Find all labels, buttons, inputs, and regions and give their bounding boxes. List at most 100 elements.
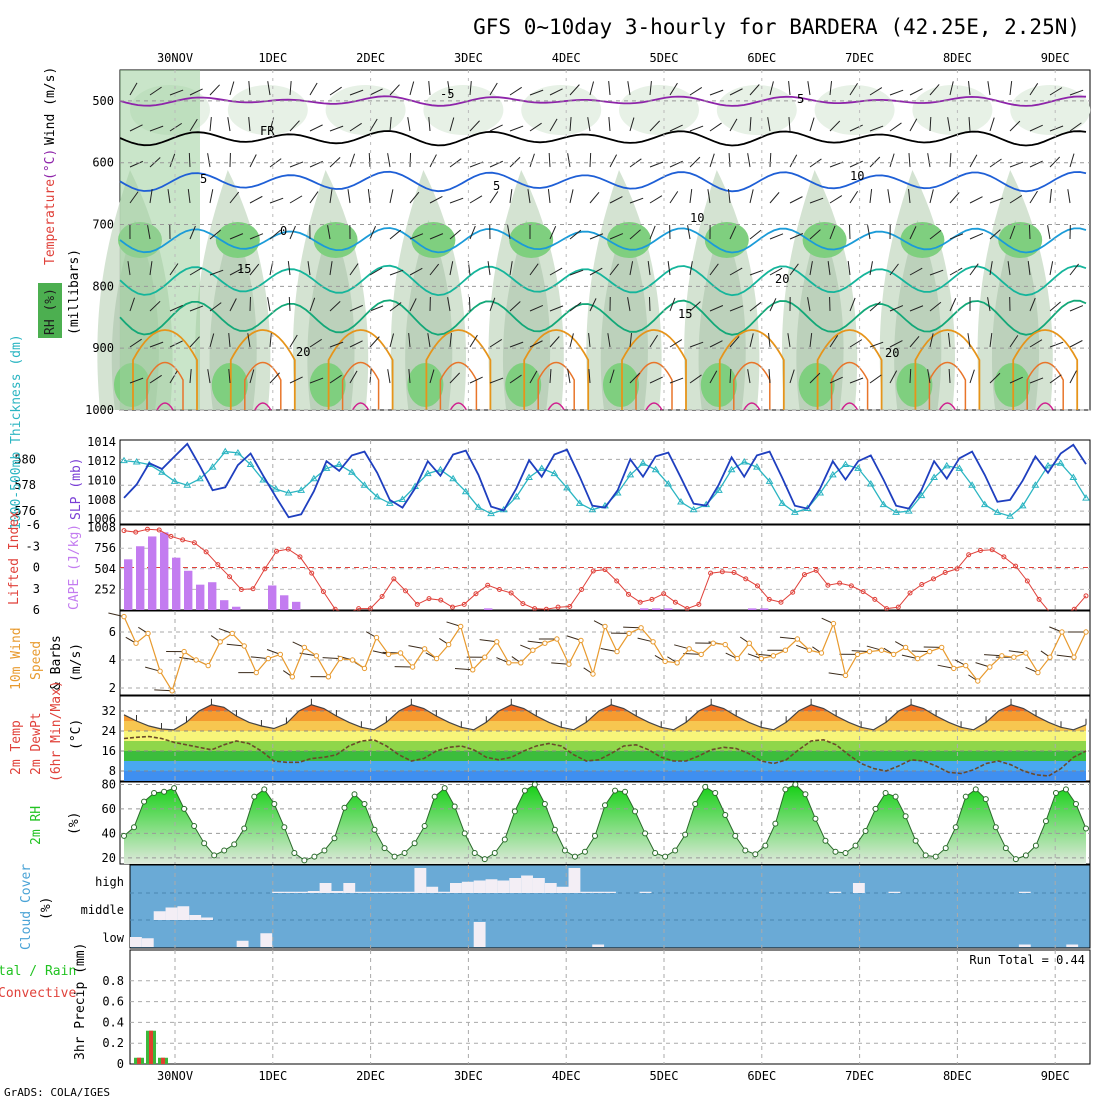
- wind10-point: [230, 631, 234, 635]
- contour-label: 20: [296, 345, 310, 359]
- wind10-point: [831, 621, 835, 625]
- cloud-bar-high: [521, 876, 533, 894]
- contour-label: 0: [280, 224, 287, 238]
- rh-point: [673, 848, 678, 853]
- wind10-point: [867, 649, 871, 653]
- cloud-bar-high: [308, 891, 320, 893]
- rh-point: [312, 854, 317, 859]
- wind10-point: [627, 631, 631, 635]
- wind10-ylabel-d: (m/s): [69, 643, 84, 682]
- grads-credit: GrADS: COLA/IGES: [4, 1086, 110, 1099]
- rh-point: [362, 802, 367, 807]
- contour-label: 15: [678, 307, 692, 321]
- rh-point: [843, 850, 848, 855]
- cloud-bar-high: [557, 887, 569, 893]
- precip-conv-bar: [161, 1058, 165, 1064]
- rh-point: [943, 846, 948, 851]
- cape-bar: [172, 558, 180, 610]
- precip-tick: 0.2: [102, 1036, 124, 1050]
- rh-upper-6: [717, 85, 797, 135]
- contour-label: FR: [260, 124, 275, 138]
- wind10-point: [1036, 670, 1040, 674]
- wind10-point: [1072, 655, 1076, 659]
- cape-bar: [760, 608, 768, 610]
- precip-tick: 0.8: [102, 974, 124, 988]
- wind-tick-6: 6: [109, 625, 116, 639]
- bottom-date-4DEC: 4DEC: [552, 1069, 581, 1083]
- cloud-bar-low: [142, 938, 154, 947]
- rh-point: [472, 850, 477, 855]
- wind10-point: [639, 626, 643, 630]
- precip-tick: 0.6: [102, 995, 124, 1009]
- wind10-point: [146, 631, 150, 635]
- temp-ylabel-a: Temperature: [43, 179, 58, 265]
- cloud-bar-middle: [189, 915, 201, 920]
- rh-point: [783, 787, 788, 792]
- wind10-point: [555, 637, 559, 641]
- wind10-point: [266, 656, 270, 660]
- wind10-point: [1000, 654, 1004, 658]
- cloud-bar-high: [462, 882, 474, 893]
- cape-tick: 1008: [87, 521, 116, 535]
- rh-moist-3: [411, 222, 455, 258]
- slp-tick-1008: 1008: [87, 493, 116, 507]
- rh-point: [633, 809, 638, 814]
- rh-point: [1033, 843, 1038, 848]
- slp-tick-1010: 1010: [87, 474, 116, 488]
- rh-lower-8: [896, 363, 932, 407]
- wind10-point: [242, 644, 246, 648]
- rh-point: [803, 792, 808, 797]
- cloud-bar-high: [284, 892, 296, 893]
- rh-point: [953, 825, 958, 830]
- cloud-bar-high: [414, 868, 426, 893]
- temp2m-ylabel-a: 2m Temp: [9, 720, 24, 775]
- rh-point: [232, 842, 237, 847]
- wind10-point: [819, 651, 823, 655]
- wind10-point: [1084, 630, 1088, 634]
- rh-lower-3: [407, 363, 443, 407]
- cloud-bar-high: [450, 883, 462, 893]
- top-date-4DEC: 4DEC: [552, 51, 581, 65]
- cloud-frame: [130, 865, 1090, 948]
- upper-ytick-500: 500: [92, 94, 114, 108]
- rh-point: [1023, 853, 1028, 858]
- chart-title: GFS 0~10day 3-hourly for BARDERA (42.25E…: [473, 15, 1080, 39]
- barb-upper: [590, 153, 591, 167]
- wind10-point: [1048, 655, 1052, 659]
- cape-bar: [292, 602, 300, 610]
- contour-label: 10: [850, 169, 864, 183]
- li-tick: -3: [26, 539, 40, 553]
- rh-lower-9: [994, 363, 1030, 407]
- wind10-point: [783, 648, 787, 652]
- rh-point: [452, 804, 457, 809]
- contour-label: 20: [775, 272, 789, 286]
- wind10-point: [362, 666, 366, 670]
- wind10-point: [603, 624, 607, 628]
- barb-upper: [469, 297, 470, 311]
- slp-tick-1014: 1014: [87, 435, 116, 449]
- rh-point: [242, 826, 247, 831]
- temp-band: [120, 731, 1090, 741]
- rh-point: [212, 853, 217, 858]
- rh-moist-6: [705, 222, 749, 258]
- rh-point: [492, 850, 497, 855]
- rh-point: [693, 802, 698, 807]
- cloud-bar-high: [592, 892, 604, 893]
- rh-point: [1084, 826, 1089, 831]
- cape-bar: [268, 585, 276, 610]
- cape-bar: [160, 532, 168, 610]
- rh-point: [292, 850, 297, 855]
- cloud-bar-low: [130, 937, 142, 947]
- mb-ylabel: (millibars): [67, 249, 82, 335]
- cape-bar: [280, 595, 288, 610]
- rh-point: [442, 786, 447, 791]
- wind10-point: [471, 668, 475, 672]
- rh-point: [623, 789, 628, 794]
- cape-bar: [148, 536, 156, 610]
- wind10-point: [711, 641, 715, 645]
- top-date-30NOV: 30NOV: [157, 51, 193, 65]
- upper-ytick-800: 800: [92, 279, 114, 293]
- rh-point: [993, 825, 998, 830]
